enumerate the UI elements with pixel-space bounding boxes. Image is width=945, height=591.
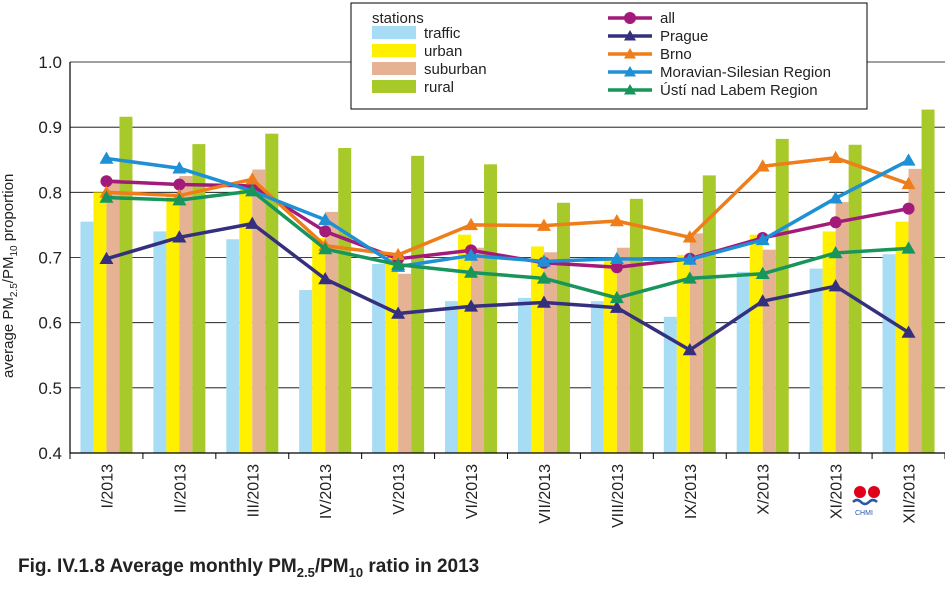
y-tick-labels: 0.4 0.5 0.6 0.7 0.8 0.9 1.0 — [38, 53, 62, 463]
y-tick-label: 0.7 — [38, 249, 62, 268]
bar-traffic — [591, 301, 604, 453]
bar-traffic — [883, 254, 896, 453]
x-tick-label: I/2013 — [99, 464, 116, 509]
legend-label: Prague — [660, 28, 708, 45]
chmi-logo-icon — [851, 484, 887, 524]
bar-urban — [385, 258, 398, 454]
bar-traffic — [445, 301, 458, 453]
logo-text: CHMI — [855, 510, 873, 517]
x-tick-label: V/2013 — [391, 464, 408, 515]
bar-rural — [557, 203, 570, 453]
legend-label: rural — [424, 79, 454, 96]
legend-label: suburban — [424, 61, 487, 78]
bar-urban — [93, 192, 106, 453]
point-all — [903, 203, 915, 215]
y-tick-label: 0.6 — [38, 314, 62, 333]
bar-suburban — [617, 248, 630, 453]
x-tick-label: III/2013 — [245, 464, 262, 517]
bar-suburban — [252, 170, 265, 453]
figure-caption: Fig. IV.1.8 Average monthly PM2.5/PM10 r… — [18, 556, 479, 580]
legend-swatch — [372, 80, 416, 93]
legend-label: Brno — [660, 46, 692, 63]
bar-traffic — [153, 231, 166, 453]
x-tick-label: VIII/2013 — [610, 464, 627, 528]
y-tick-label: 1.0 — [38, 53, 62, 72]
bar-suburban — [398, 274, 411, 453]
legend-label: all — [660, 10, 675, 27]
legend-label: Moravian-Silesian Region — [660, 64, 831, 81]
x-tick-label: XI/2013 — [829, 464, 846, 519]
x-tick-labels: I/2013 II/2013 III/2013 IV/2013 V/2013 VI/201… — [99, 464, 918, 528]
bar-traffic — [737, 272, 750, 453]
legend: stationstrafficurbansuburbanrural allPra… — [351, 3, 867, 109]
bar-traffic — [80, 222, 93, 453]
y-axis-label: average PM2.5/PM10 proportion — [0, 174, 20, 378]
bar-rural — [265, 134, 278, 453]
point-Moravian-Silesian-Region — [902, 153, 916, 165]
bar-traffic — [299, 290, 312, 453]
legend-swatch — [372, 62, 416, 75]
bar-urban — [458, 235, 471, 453]
x-tick-label: IV/2013 — [318, 464, 335, 519]
bar-rural — [119, 117, 132, 453]
legend-label: urban — [424, 43, 462, 60]
bar-suburban — [106, 179, 119, 453]
lines — [99, 151, 915, 355]
legend-swatch — [372, 26, 416, 39]
x-tick-label: II/2013 — [172, 464, 189, 513]
bar-suburban — [179, 176, 192, 453]
bar-traffic — [372, 264, 385, 453]
bar-traffic — [518, 298, 531, 453]
x-tick-label: VII/2013 — [537, 464, 554, 524]
legend-swatch — [372, 44, 416, 57]
x-tick-label: VI/2013 — [464, 464, 481, 519]
bar-suburban — [471, 248, 484, 453]
y-tick-label: 0.5 — [38, 379, 62, 398]
bar-rural — [922, 110, 935, 453]
bar-suburban — [836, 202, 849, 453]
bar-rural — [338, 148, 351, 453]
point-all — [830, 216, 842, 228]
bar-urban — [750, 235, 763, 453]
bar-traffic — [810, 269, 823, 453]
bar-rural — [411, 156, 424, 453]
y-tick-label: 0.4 — [38, 444, 62, 463]
x-tick-label: XII/2013 — [902, 464, 919, 524]
bar-suburban — [763, 250, 776, 453]
x-tick-label: IX/2013 — [683, 464, 700, 519]
bar-urban — [823, 231, 836, 453]
legend-label: traffic — [424, 25, 461, 42]
point-all — [319, 225, 331, 237]
chart: 0.4 0.5 0.6 0.7 0.8 0.9 1.0 I/2013 II/2013 III/2… — [0, 0, 945, 591]
bar-traffic — [226, 239, 239, 453]
bar-urban — [604, 258, 617, 454]
bar-rural — [484, 164, 497, 453]
bar-rural — [630, 199, 643, 453]
legend-title: stations — [372, 10, 424, 27]
y-tick-label: 0.9 — [38, 118, 62, 137]
legend-label: Ústí nad Labem Region — [660, 82, 818, 99]
x-tick-label: X/2013 — [756, 464, 773, 515]
legend-marker — [624, 12, 636, 24]
y-tick-label: 0.8 — [38, 183, 62, 202]
